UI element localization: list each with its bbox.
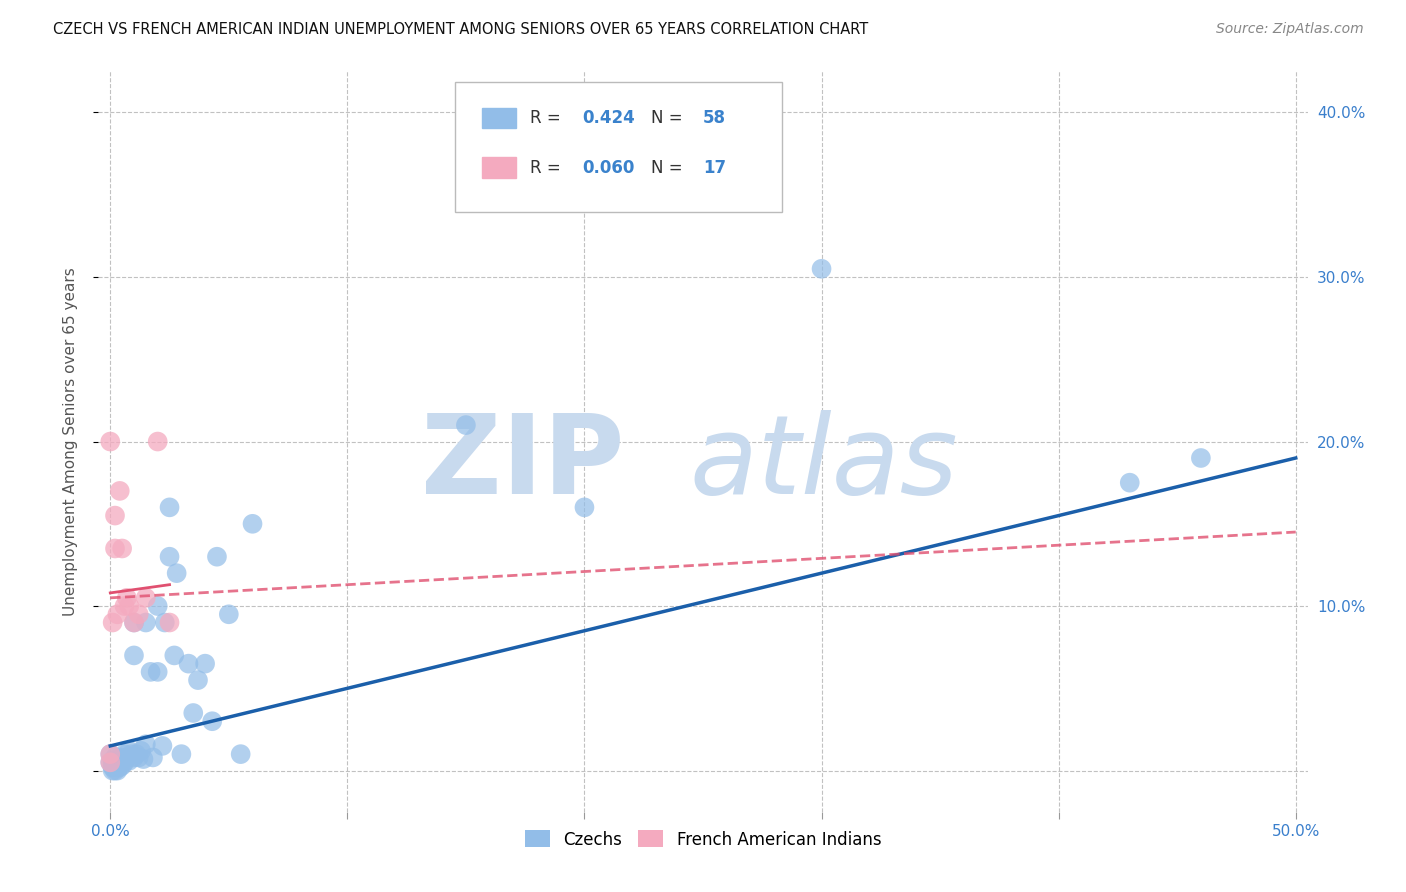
Point: [98, 747, 121, 761]
Point: [114, 599, 136, 613]
Point: [101, 764, 124, 778]
Point: [181, 706, 204, 720]
Point: [104, 758, 127, 772]
Point: [111, 752, 134, 766]
Text: 0.060: 0.060: [582, 159, 634, 177]
Point: [159, 500, 181, 515]
Point: [205, 549, 228, 564]
Point: [152, 739, 174, 753]
Point: [101, 760, 124, 774]
Point: [104, 756, 127, 770]
Point: [114, 756, 136, 770]
Point: [122, 648, 145, 663]
Point: [135, 737, 157, 751]
Point: [229, 747, 252, 761]
Point: [122, 615, 145, 630]
Point: [98, 756, 121, 770]
Point: [146, 599, 169, 613]
Point: [108, 750, 131, 764]
Text: R =: R =: [530, 159, 567, 177]
Point: [135, 591, 157, 605]
Point: [142, 750, 165, 764]
Point: [121, 747, 143, 761]
Y-axis label: Unemployment Among Seniors over 65 years: Unemployment Among Seniors over 65 years: [63, 268, 77, 615]
Point: [1189, 450, 1212, 465]
Legend: Czechs, French American Indians: Czechs, French American Indians: [517, 823, 889, 855]
Text: 17: 17: [703, 159, 725, 177]
Point: [135, 615, 157, 630]
Point: [111, 541, 134, 556]
Point: [114, 747, 136, 761]
Point: [101, 615, 124, 630]
Point: [104, 750, 127, 764]
Point: [105, 758, 128, 772]
Point: [242, 516, 264, 531]
Text: N =: N =: [651, 159, 688, 177]
Point: [1119, 475, 1142, 490]
Text: Source: ZipAtlas.com: Source: ZipAtlas.com: [1216, 22, 1364, 37]
Point: [139, 665, 162, 679]
Point: [146, 434, 169, 449]
Point: [163, 648, 186, 663]
Point: [454, 418, 477, 433]
Text: CZECH VS FRENCH AMERICAN INDIAN UNEMPLOYMENT AMONG SENIORS OVER 65 YEARS CORRELA: CZECH VS FRENCH AMERICAN INDIAN UNEMPLOY…: [53, 22, 869, 37]
Point: [104, 541, 127, 556]
Text: N =: N =: [651, 109, 688, 127]
Point: [187, 673, 209, 687]
Text: 0.424: 0.424: [582, 109, 636, 127]
Point: [105, 607, 128, 622]
Point: [105, 754, 128, 768]
Point: [98, 747, 121, 761]
Point: [218, 607, 240, 622]
Text: 58: 58: [703, 109, 725, 127]
Point: [118, 754, 141, 768]
FancyBboxPatch shape: [482, 108, 516, 128]
Point: [115, 750, 138, 764]
Point: [128, 750, 150, 764]
Point: [101, 754, 124, 768]
Point: [101, 758, 124, 772]
FancyBboxPatch shape: [456, 82, 782, 212]
Point: [105, 764, 128, 778]
Point: [194, 657, 217, 671]
Point: [201, 714, 224, 729]
Point: [128, 607, 150, 622]
Point: [108, 483, 131, 498]
Point: [125, 747, 148, 761]
Point: [108, 756, 131, 770]
Point: [122, 750, 145, 764]
Point: [108, 760, 131, 774]
Point: [166, 566, 188, 581]
Point: [146, 665, 169, 679]
Point: [159, 615, 181, 630]
Point: [153, 615, 176, 630]
Point: [132, 752, 155, 766]
Point: [98, 756, 121, 770]
Point: [98, 434, 121, 449]
Point: [170, 747, 193, 761]
Point: [104, 764, 127, 778]
Point: [574, 500, 596, 515]
Point: [159, 549, 181, 564]
Point: [129, 744, 152, 758]
Point: [118, 599, 141, 613]
Point: [104, 508, 127, 523]
Text: R =: R =: [530, 109, 567, 127]
Point: [111, 758, 134, 772]
FancyBboxPatch shape: [482, 157, 516, 178]
Point: [810, 261, 832, 276]
Point: [177, 657, 200, 671]
Point: [118, 744, 141, 758]
Point: [115, 591, 138, 605]
Text: ZIP: ZIP: [420, 410, 624, 517]
Text: atlas: atlas: [689, 410, 959, 517]
Point: [122, 615, 145, 630]
